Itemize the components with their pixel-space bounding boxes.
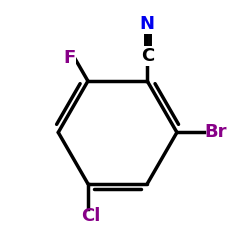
- Text: F: F: [63, 50, 76, 68]
- Text: N: N: [140, 15, 155, 33]
- Text: Br: Br: [204, 124, 227, 142]
- Text: C: C: [140, 47, 154, 65]
- Text: Cl: Cl: [81, 207, 100, 225]
